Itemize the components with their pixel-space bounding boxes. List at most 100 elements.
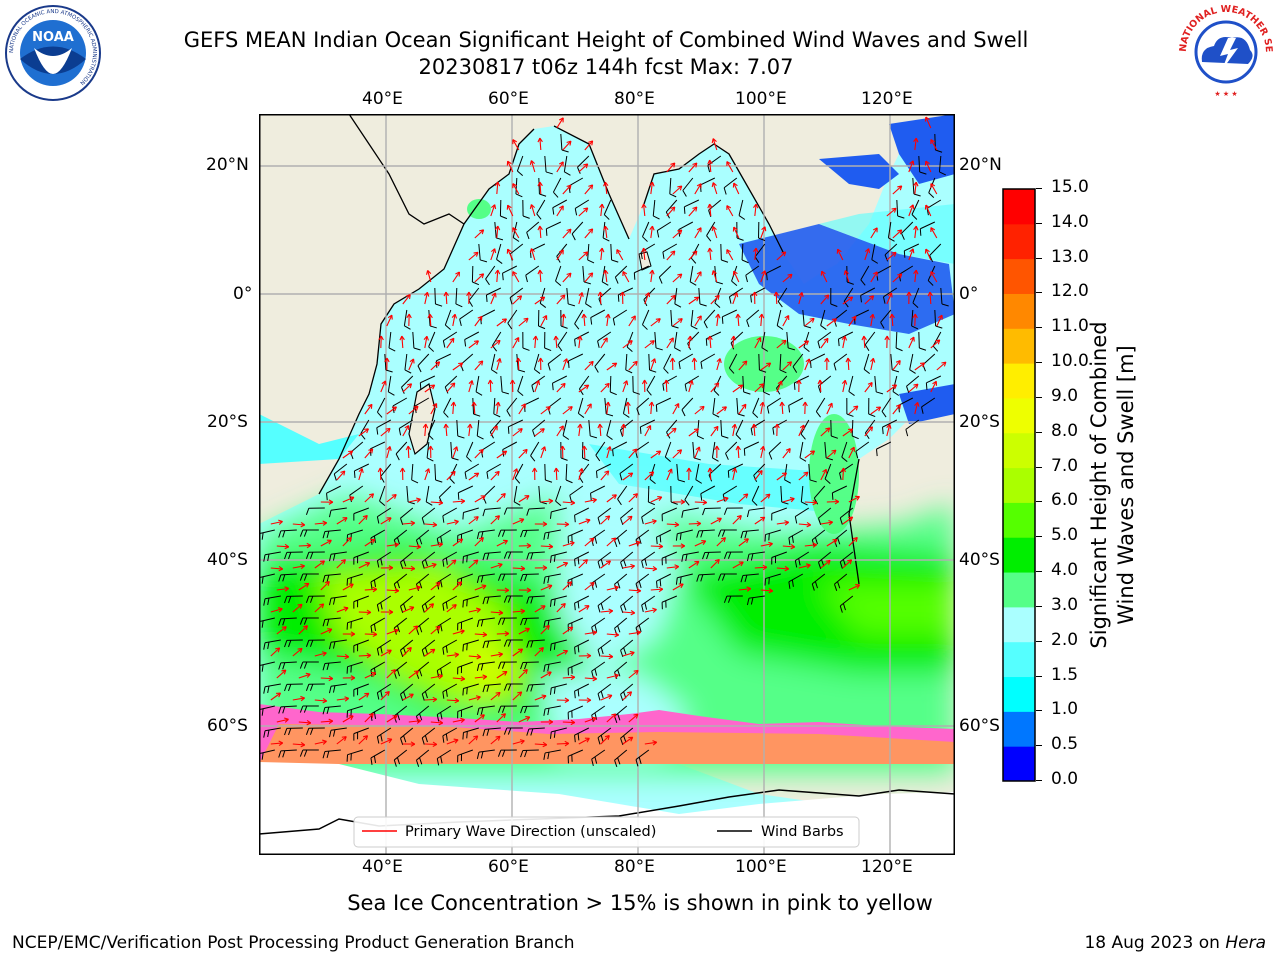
wave-direction-arrowhead [564, 650, 569, 655]
wave-direction-arrow [584, 140, 594, 151]
wind-barb [808, 463, 811, 480]
wave-direction-arrow [358, 428, 369, 437]
wind-barb [330, 551, 347, 555]
wind-barb-feather [721, 316, 724, 324]
wind-barb [264, 551, 281, 556]
wave-direction-arrow [848, 447, 855, 459]
wave-direction-arrowhead [768, 541, 773, 545]
wave-direction-arrowhead [827, 560, 831, 565]
wave-direction-arrowhead [673, 428, 677, 433]
wind-barb-feather [482, 553, 486, 561]
wind-barb [280, 661, 297, 664]
wave-direction-arrowhead [495, 339, 501, 342]
wave-direction-arrowhead [658, 546, 664, 550]
wave-direction-arrowhead [823, 337, 829, 341]
wave-direction-arrowhead [641, 247, 645, 253]
wave-direction-arrow [562, 406, 573, 415]
wave-direction-arrow [599, 423, 602, 437]
wave-direction-arrow [512, 610, 525, 613]
wave-direction-arrow [540, 584, 553, 591]
wind-barb-feather [721, 259, 729, 263]
wave-direction-arrow [733, 270, 740, 283]
colorbar-tick-label: 1.5 [1051, 664, 1079, 685]
wave-direction-arrow [556, 382, 566, 393]
wave-direction-arrowhead [667, 468, 672, 473]
wave-direction-arrow [556, 603, 566, 613]
wave-direction-arrowhead [917, 402, 920, 407]
wave-direction-arrow [820, 427, 831, 437]
wind-barb [620, 507, 634, 519]
wind-barb-feather [530, 728, 534, 736]
wind-barb-feather [741, 259, 749, 264]
wave-direction-arrow [604, 226, 608, 239]
wave-direction-arrow [798, 523, 811, 526]
wave-direction-arrowhead [388, 517, 392, 523]
wind-barb-feather [503, 595, 508, 603]
wave-direction-arrowhead [695, 162, 698, 168]
wind-barb-feather [620, 606, 624, 614]
wave-direction-arrowhead [437, 582, 441, 587]
wave-direction-arrowhead [570, 502, 576, 506]
wind-barb [918, 331, 920, 349]
wave-direction-arrowhead [460, 717, 465, 721]
wave-direction-arrowhead [371, 448, 374, 454]
wind-barb [463, 727, 479, 733]
wind-barb-feather [574, 603, 576, 611]
wind-barb-feather [501, 573, 506, 581]
wind-barb-feather [526, 552, 530, 560]
wave-direction-arrow [848, 537, 858, 547]
wind-barb-feather [706, 552, 710, 560]
wave-direction-arrowhead [277, 647, 281, 653]
wave-direction-arrow [826, 449, 837, 459]
wave-direction-arrow [666, 523, 679, 526]
wind-barb [457, 661, 473, 668]
wind-barb-feather [322, 531, 326, 539]
wave-direction-arrowhead [284, 717, 289, 720]
wave-direction-arrowhead [673, 162, 676, 168]
wave-direction-arrow [886, 251, 897, 261]
wind-barb-feather [526, 640, 530, 648]
wave-direction-arrowhead [404, 425, 409, 429]
wave-direction-arrow [754, 337, 762, 349]
wave-direction-arrow [863, 335, 866, 349]
wave-direction-arrow [754, 248, 757, 261]
wind-barb-feather [706, 235, 712, 242]
wind-barb-feather [380, 602, 383, 610]
wave-direction-arrowhead [519, 295, 523, 301]
wave-direction-arrow [270, 520, 283, 525]
colorbar-label-line2: Wind Waves and Swell [m] [1114, 345, 1138, 625]
wave-direction-arrowhead [566, 140, 572, 144]
wave-direction-arrow [908, 204, 914, 217]
wave-direction-arrowhead [591, 140, 594, 146]
wave-direction-arrowhead [278, 566, 284, 570]
wave-direction-arrow [622, 691, 632, 701]
wind-barb-feather [766, 273, 768, 281]
wave-direction-arrow [798, 292, 803, 305]
wave-direction-arrowhead [432, 384, 436, 390]
wave-direction-arrowhead [790, 498, 795, 503]
wave-direction-arrowhead [591, 361, 594, 366]
wind-barb [731, 265, 738, 282]
wind-barb-feather [497, 705, 502, 713]
wave-direction-arrowhead [716, 426, 719, 431]
wind-barb [574, 727, 590, 736]
wind-barb [393, 573, 408, 585]
wind-barb [676, 463, 679, 480]
wave-direction-arrowhead [520, 565, 526, 570]
wave-direction-arrowhead [481, 537, 484, 543]
wind-barb [466, 441, 474, 457]
wave-direction-arrow [842, 380, 846, 393]
wave-direction-arrow [562, 581, 572, 591]
wind-barb [347, 705, 363, 712]
wave-direction-arrow [760, 270, 766, 283]
wave-direction-arrow [870, 406, 881, 415]
wind-barb-feather [524, 618, 528, 626]
wind-barb-feather [507, 551, 512, 559]
wave-direction-arrowhead [899, 273, 903, 279]
wave-direction-arrowhead [297, 603, 303, 606]
wave-direction-arrowhead [343, 606, 349, 609]
wind-barb-feather [641, 604, 644, 612]
wave-direction-arrowhead [759, 445, 764, 450]
wave-direction-arrowhead [724, 497, 729, 502]
lon-label-bottom: 60°E [488, 857, 529, 877]
